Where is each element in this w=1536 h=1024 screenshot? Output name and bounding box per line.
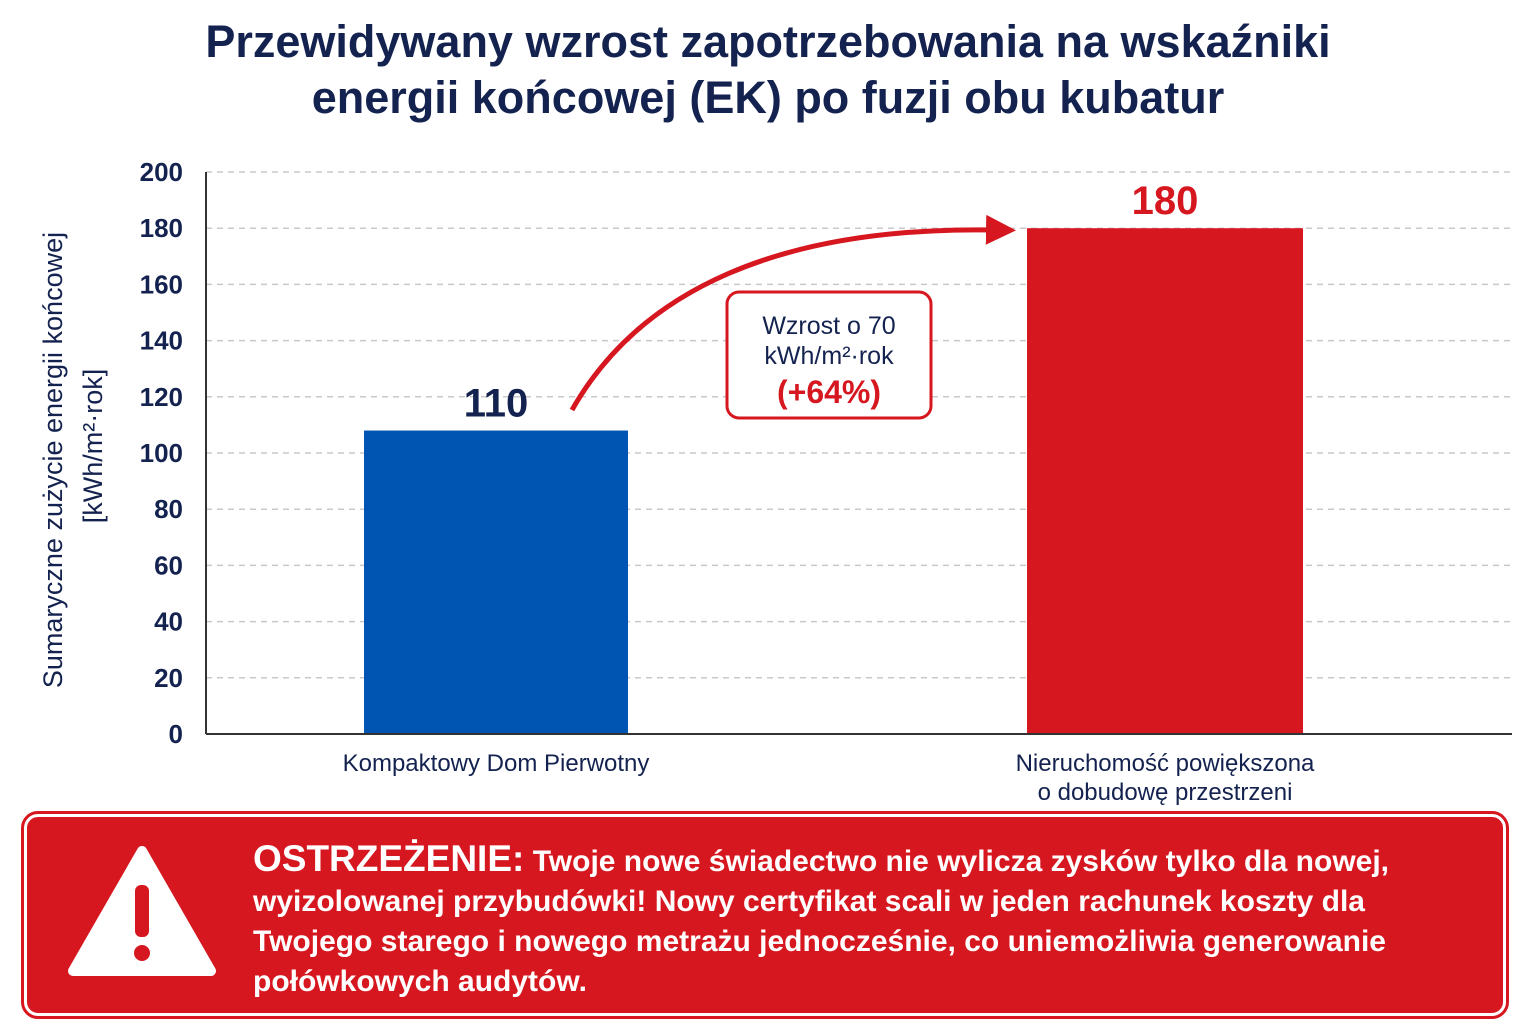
chart-title-line-1: Przewidywany wzrost zapotrzebowania na w… — [205, 16, 1331, 67]
chart-title-line-2: energii końcowej (EK) po fuzji obu kubat… — [311, 72, 1225, 123]
data-label-1: 110 — [464, 382, 529, 426]
increase-arrow — [569, 214, 1016, 412]
x-tick-labels: Kompaktowy Dom Pierwotny Nieruchomość pow… — [343, 750, 1315, 806]
data-labels: 110 180 — [464, 179, 1199, 425]
warning-triangle-icon — [68, 846, 216, 976]
y-tick-label: 180 — [140, 213, 183, 243]
y-tick-label: 160 — [140, 269, 183, 299]
y-tick-label: 60 — [154, 550, 183, 580]
y-axis-label-line-1: Sumaryczne zużycie energii końcowej — [38, 232, 68, 688]
y-tick-label: 20 — [154, 663, 183, 693]
chart-title: Przewidywany wzrost zapotrzebowania na w… — [0, 14, 1536, 126]
y-tick-label: 40 — [154, 607, 183, 637]
warning-text: OSTRZEŻENIE: Twoje nowe świadectwo nie w… — [253, 839, 1483, 1002]
warning-label: OSTRZEŻENIE: — [253, 838, 525, 879]
y-tick-label: 120 — [140, 382, 183, 412]
data-label-2: 180 — [1132, 179, 1199, 223]
annotation-line-1: Wzrost o 70 — [762, 312, 895, 340]
y-axis-label-line-2: [kWh/m²·rok] — [78, 369, 108, 524]
y-tick-label: 140 — [140, 326, 183, 356]
annotation-line-2: kWh/m²·rok — [764, 342, 894, 370]
y-tick-label: 100 — [140, 438, 183, 468]
annotation-line-3: (+64%) — [777, 374, 881, 410]
y-tick-label: 80 — [154, 494, 183, 524]
warning-message: Twoje nowe świadectwo nie wylicza zysków… — [253, 845, 1390, 998]
x-tick-label-1-line-1: Kompaktowy Dom Pierwotny — [343, 750, 650, 777]
bar-2 — [1027, 228, 1303, 734]
warning-banner: OSTRZEŻENIE: Twoje nowe świadectwo nie w… — [21, 811, 1509, 1019]
y-tick-label: 0 — [169, 719, 183, 749]
y-tick-labels: 0 20 40 60 80 100 120 140 160 180 200 — [140, 157, 183, 749]
x-tick-label-2-line-1: Nieruchomość powiększona — [1016, 750, 1315, 777]
annotation-box: Wzrost o 70 kWh/m²·rok (+64%) — [725, 290, 933, 420]
y-tick-label: 200 — [140, 157, 183, 187]
bars — [364, 228, 1303, 734]
bar-1 — [364, 430, 628, 734]
bar-chart: 0 20 40 60 80 100 120 140 160 180 200 Kompaktowy D… — [38, 157, 1512, 806]
x-tick-label-2-line-2: o dobudowę przestrzeni — [1038, 779, 1293, 806]
